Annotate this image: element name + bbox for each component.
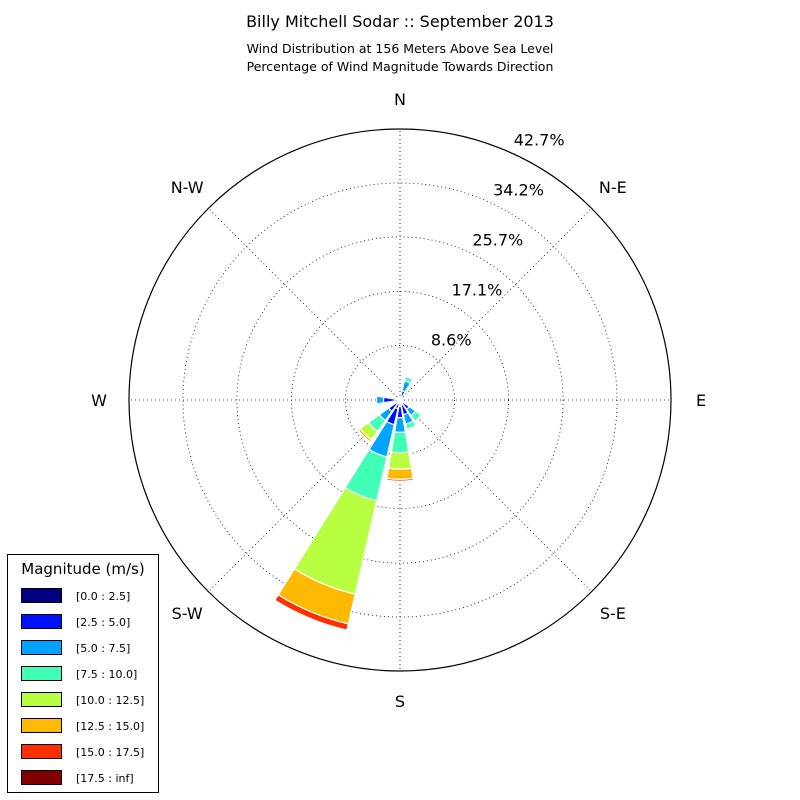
direction-label: N [394,90,406,109]
legend: Magnitude (m/s) [0.0 : 2.5] [2.5 : 5.0] … [7,554,159,793]
radial-tick-label: 34.2% [493,180,544,199]
direction-label: N-W [171,178,204,197]
legend-swatch [21,770,62,785]
wind-bar-segment [403,375,414,385]
radial-gridline [345,345,455,455]
legend-label: [2.5 : 5.0] [76,616,131,629]
legend-label: [17.5 : inf] [76,772,134,785]
chart-subtitle-1: Wind Distribution at 156 Meters Above Se… [246,41,554,56]
chart-subtitle-2: Percentage of Wind Magnitude Towards Dir… [246,59,554,74]
radial-tick-label: 17.1% [452,281,503,300]
legend-swatch [21,692,62,707]
wind-bar-segment [390,431,410,454]
direction-label: S-E [600,604,626,623]
direction-label: N-E [599,178,627,197]
legend-swatch [21,744,62,759]
legend-label: [15.0 : 17.5] [76,746,145,759]
legend-label: [5.0 : 7.5] [76,642,131,655]
angular-gridline [399,399,592,592]
wind-bar-segment [398,397,401,401]
wind-bar-segment [393,416,407,433]
legend-title: Magnitude (m/s) [21,560,145,578]
wind-bar-segment [385,477,415,482]
direction-label: E [696,391,706,410]
radial-tick-label: 8.6% [431,331,472,350]
legend-swatch [21,640,62,655]
legend-label: [12.5 : 15.0] [76,720,145,733]
legend-swatch [21,666,62,681]
wind-bars [274,375,423,631]
chart-title: Billy Mitchell Sodar :: September 2013 [246,12,554,31]
radial-gridline [182,182,618,618]
wind-bar-segment [357,427,373,443]
wind-bar-segment [404,420,417,430]
direction-label: W [91,391,107,410]
wind-bar-segment [382,396,396,404]
wind-bar-segment [274,594,350,631]
direction-label: S-W [172,604,203,623]
legend-swatch [21,588,62,603]
legend-label: [10.0 : 12.5] [76,694,145,707]
legend-label: [0.0 : 2.5] [76,590,131,603]
radial-tick-label: 42.7% [514,131,565,150]
polar-outline [128,128,672,672]
wind-bar-segment [387,451,413,470]
legend-swatch [21,614,62,629]
angular-gridline [208,208,401,401]
wind-bar-segment [375,395,385,405]
legend-swatch [21,718,62,733]
radial-gridline [236,236,564,564]
polar-labels: 8.6% 17.1% 25.7% 34.2% 42.7% N N-E E S-E S S-W W N-W [91,90,706,711]
polar-grid [128,128,672,672]
wind-bar-segment [410,410,423,423]
radial-tick-label: 25.7% [472,230,523,249]
direction-label: S [395,692,405,711]
wind-bar-segment [386,467,414,480]
legend-label: [7.5 : 10.0] [76,668,138,681]
